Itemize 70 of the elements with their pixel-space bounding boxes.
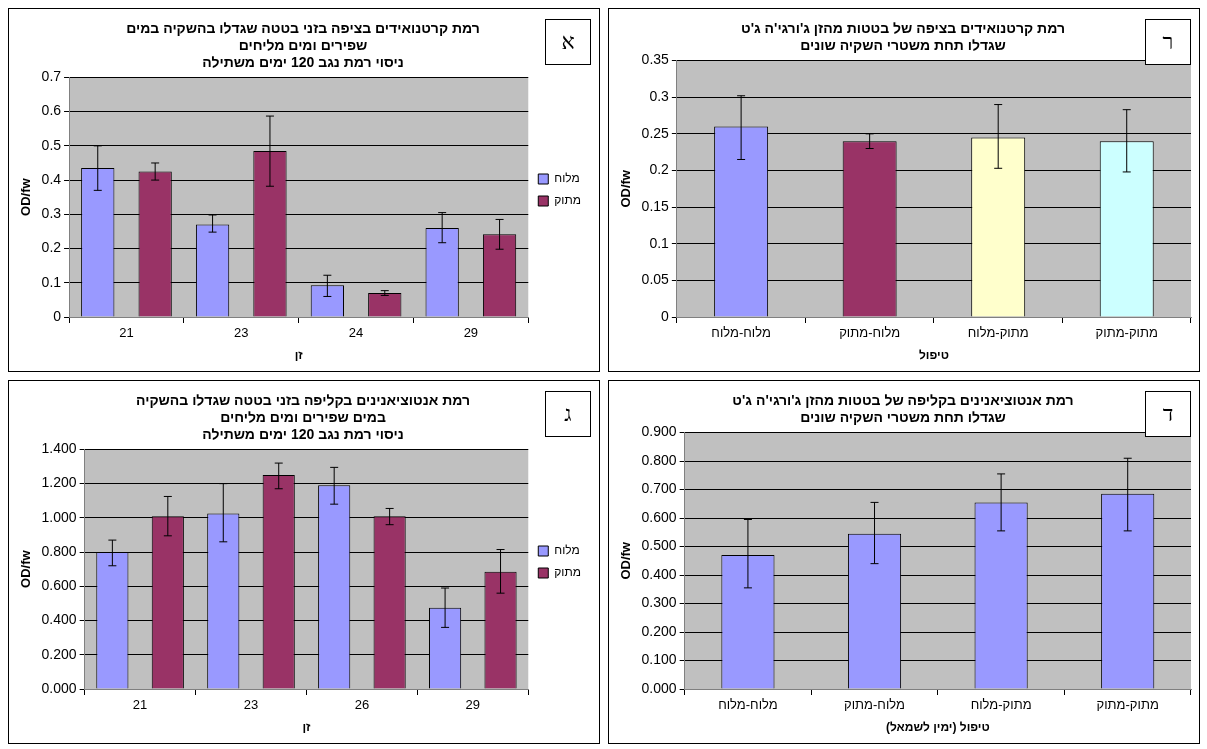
x-tick-label: מתוק-מלוח [967,325,1029,341]
y-tick-label: 0.800 [641,451,677,468]
y-tick-label: 0.2 [649,161,670,178]
y-tick-label: 0.800 [41,542,77,559]
x-tick-label: 29 [463,325,479,341]
y-tick-label: 0.600 [641,508,677,525]
text: ד [1145,391,1191,437]
y-tick-label: 0.3 [649,88,670,105]
y-tick-label: 1.400 [41,440,77,457]
x-tick-label: מתוק-מלוח [970,697,1032,713]
y-tick-label: 0.35 [641,51,670,68]
y-tick-label: 0.500 [641,537,677,554]
y-tick-label: 0.400 [41,611,77,628]
y-tick-label: 0.4 [41,170,62,187]
legend-label: מתוק [554,565,581,580]
y-tick-label: 0.05 [641,271,670,288]
x-tick-label: 29 [465,697,481,713]
y-tick-label: 0.600 [41,577,77,594]
x-axis-title: טיפול [918,348,949,363]
y-tick-label: 0.15 [641,197,670,214]
x-tick-label: מתוק-מתוק [1095,325,1158,341]
y-tick-label: 0.300 [641,594,677,611]
x-tick-label: 26 [354,697,370,713]
y-tick-label: 0.1 [41,273,62,290]
y-tick-label: 0 [53,307,62,324]
x-tick-label: מלוח-מלוח [711,325,771,341]
x-tick-label: 24 [348,325,364,341]
x-tick-label: מלוח-מלוח [718,697,778,713]
x-axis-title: זן [302,720,312,735]
x-tick-label: מלוח-מתוק [844,697,905,713]
y-tick-label: 0.2 [41,239,62,256]
text: א [545,19,591,65]
legend-label: מלוח [554,171,580,186]
y-tick-label: 0.3 [41,205,62,222]
x-axis-title: טיפול (ימין לשמאל) [885,720,990,735]
y-axis-title: OD/fw [618,169,634,208]
chart-title: רמת קרטנואידים בציפה בזני בטטה שגדלו בהשקיה במים שפירים ומים מליחים ניסוי רמת נגב 120 ימים משתילה [126,20,480,70]
x-tick-label: מתוק-מתוק [1096,697,1159,713]
text: ג [545,391,591,437]
y-tick-label: 1.000 [41,508,77,525]
y-tick-label: 0 [661,307,670,324]
chart-title: רמת אנטוציאנינים בקליפה בזני בטטה שגדלו בהשקיה במים שפירים ומים מליחים ניסוי רמת נגב 120 ימים משתילה [136,392,470,442]
y-tick-label: 0.400 [641,565,677,582]
y-tick-label: 0.000 [641,679,677,696]
x-axis-title: זן [294,348,304,363]
y-axis-title: OD/fw [18,177,34,216]
x-tick-label: 23 [234,325,249,341]
x-tick-label: 21 [132,697,148,713]
y-tick-label: 1.200 [41,474,77,491]
y-tick-label: 0.000 [41,679,77,696]
y-tick-label: 0.1 [649,234,670,251]
y-tick-label: 0.7 [41,68,62,85]
y-axis-title: OD/fw [18,549,34,588]
y-tick-label: 0.200 [41,645,77,662]
legend-label: מלוח [554,543,580,558]
y-axis-title: OD/fw [618,541,634,580]
x-tick-label: 23 [243,697,259,713]
y-tick-label: 0.25 [641,124,670,141]
y-tick-label: 0.200 [641,622,677,639]
chart-title: רמת אנטוציאנינים בקליפה של בטטות מהזן ג'ורגי'ה ג'ט שגדלו תחת משטרי השקיה שונים [732,392,1074,426]
y-tick-label: 0.700 [641,480,677,497]
legend-label: מתוק [554,193,581,208]
x-tick-label: מלוח-מתוק [839,325,901,341]
chart-title: רמת קרטנואידים בציפה של בטטות מהזן ג'ורגי'ה ג'ט שגדלו תחת משטרי השקיה שונים [741,20,1065,54]
text: ר [1145,19,1191,65]
y-tick-label: 0.5 [41,136,62,153]
y-tick-label: 0.900 [641,423,677,440]
x-tick-label: 21 [119,325,134,341]
y-tick-label: 0.6 [41,102,62,119]
y-tick-label: 0.100 [641,651,677,668]
